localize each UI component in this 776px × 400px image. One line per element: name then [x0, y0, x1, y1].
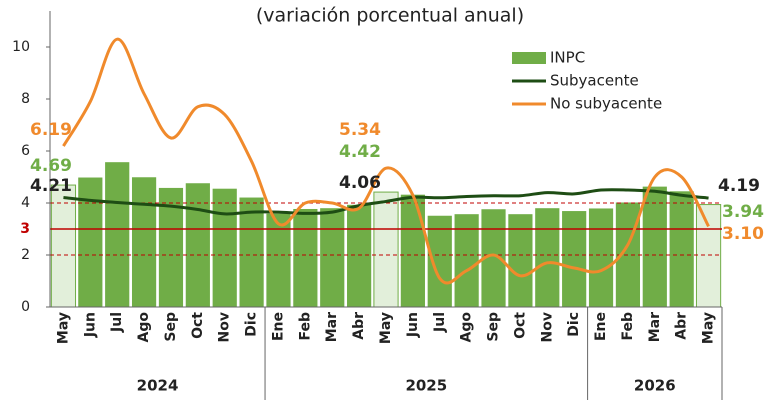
bar — [535, 208, 560, 307]
bar — [642, 186, 667, 307]
x-tick-label: Nov — [539, 312, 555, 342]
bar — [508, 214, 533, 307]
group-label: 2025 — [405, 377, 447, 395]
bar — [131, 177, 157, 307]
data-label: 3.10 — [722, 224, 764, 244]
bar — [669, 191, 694, 307]
data-label: 3.94 — [722, 202, 764, 222]
bar — [78, 177, 103, 307]
x-tick-label: Oct — [512, 312, 528, 339]
x-tick-label: Mar — [324, 312, 340, 342]
data-label: 6.19 — [30, 120, 72, 140]
x-tick-label: Jun — [82, 312, 98, 338]
x-tick-label: Sep — [486, 312, 502, 342]
data-label: 5.34 — [339, 120, 381, 140]
bar — [185, 183, 210, 307]
x-tick-label: Ene — [270, 312, 286, 341]
legend-swatch — [512, 52, 546, 64]
line — [62, 37, 710, 285]
x-tick-label: Nov — [217, 312, 233, 342]
bar — [293, 208, 318, 307]
y-tick-label: 4 — [21, 195, 30, 211]
data-label: 4.19 — [718, 176, 760, 196]
group-label: 2026 — [634, 377, 676, 395]
bar — [105, 162, 130, 307]
reference-label: 3 — [20, 221, 30, 237]
data-label: 4.06 — [339, 173, 381, 193]
x-tick-label: Jul — [109, 312, 125, 333]
x-tick-label: May — [378, 312, 394, 344]
group-label: 2024 — [137, 377, 179, 395]
x-tick-label: Oct — [190, 312, 206, 339]
bar — [562, 211, 587, 307]
bar — [212, 188, 237, 307]
x-tick-label: Dic — [566, 312, 582, 337]
bar — [373, 191, 399, 308]
y-tick-label: 2 — [21, 247, 30, 263]
legend-label: INPC — [550, 49, 585, 67]
chart-title: (variación porcentual anual) — [256, 5, 524, 27]
bar — [400, 194, 425, 307]
line — [63, 188, 709, 216]
x-tick-label: May — [55, 312, 71, 344]
x-tick-label: Ago — [136, 312, 152, 343]
x-tick-label: Jul — [432, 312, 448, 333]
x-tick-label: Abr — [674, 312, 690, 340]
bar — [695, 204, 722, 308]
bar — [266, 213, 291, 307]
y-tick-label: 0 — [21, 299, 30, 315]
x-tick-label: Feb — [297, 312, 313, 341]
x-tick-label: Ago — [459, 312, 475, 343]
bar — [588, 208, 614, 307]
y-tick-label: 10 — [12, 39, 30, 55]
data-label: 4.69 — [30, 156, 72, 176]
bar — [320, 208, 345, 307]
x-tick-label: May — [701, 312, 717, 344]
x-tick-label: Dic — [244, 312, 260, 337]
bar — [239, 197, 264, 307]
x-tick-label: Mar — [647, 312, 663, 342]
data-label: 4.21 — [30, 176, 72, 196]
y-tick-label: 8 — [21, 91, 30, 107]
x-tick-label: Sep — [163, 312, 179, 342]
x-tick-label: Abr — [351, 312, 367, 340]
bar — [347, 204, 372, 307]
x-tick-label: Ene — [593, 312, 609, 341]
y-tick-label: 6 — [21, 143, 30, 159]
data-label: 4.42 — [339, 142, 381, 162]
x-tick-label: Jun — [405, 312, 421, 338]
x-tick-label: Feb — [620, 312, 636, 341]
legend-label: No subyacente — [550, 95, 662, 113]
legend-label: Subyacente — [550, 72, 639, 90]
bar — [454, 214, 479, 307]
